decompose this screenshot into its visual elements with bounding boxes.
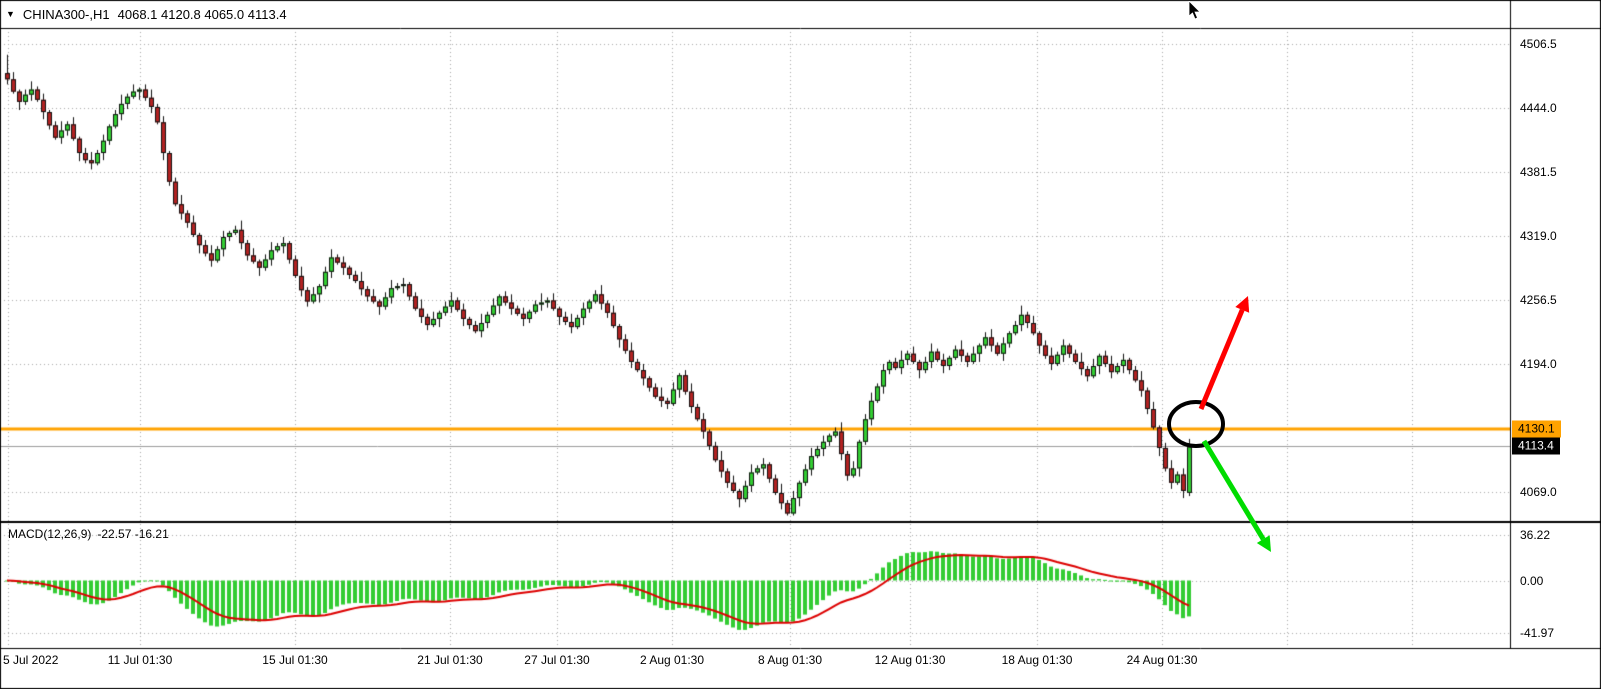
price-axis-label: 4444.0 — [1520, 100, 1557, 115]
time-axis-label: 5 Jul 2022 — [3, 653, 59, 667]
macd-axis-label: -41.97 — [1520, 625, 1555, 640]
time-axis-label: 18 Aug 01:30 — [1001, 653, 1073, 667]
price-axis-label: 4069.0 — [1520, 484, 1557, 499]
macd-indicator-values: -22.57 -16.21 — [97, 527, 169, 541]
macd-axis-label: 0.00 — [1520, 573, 1544, 588]
price-axis-label: 4506.5 — [1520, 36, 1557, 51]
hline-price-badge: 4130.1 — [1512, 420, 1561, 438]
ohlc-readout: 4068.1 4120.8 4065.0 4113.4 — [117, 7, 287, 22]
time-axis-label: 27 Jul 01:30 — [524, 653, 590, 667]
time-axis-label: 12 Aug 01:30 — [874, 653, 946, 667]
time-axis-label: 11 Jul 01:30 — [107, 653, 173, 667]
time-axis-label: 8 Aug 01:30 — [757, 653, 823, 667]
symbol-timeframe-label: CHINA300-,H1 — [22, 7, 110, 22]
time-axis-label: 21 Jul 01:30 — [417, 653, 483, 667]
price-axis-label: 4319.0 — [1520, 228, 1557, 243]
macd-indicator-label: MACD(12,26,9) -22.57 -16.21 — [8, 527, 175, 541]
price-axis-label: 4381.5 — [1520, 164, 1557, 179]
price-axis-label: 4256.5 — [1520, 292, 1557, 307]
macd-indicator-name: MACD(12,26,9) — [8, 527, 92, 541]
time-axis-label: 15 Jul 01:30 — [262, 653, 328, 667]
bid-price-badge: 4113.4 — [1512, 437, 1560, 455]
time-axis-label: 2 Aug 01:30 — [639, 653, 705, 667]
price-axis-label: 4194.0 — [1520, 356, 1557, 371]
chart-menu-dropdown-icon[interactable]: ▼ — [6, 9, 15, 19]
macd-axis-label: 36.22 — [1520, 528, 1551, 543]
time-axis-label: 24 Aug 01:30 — [1126, 653, 1198, 667]
chart-title-bar: ▼ CHINA300-,H1 4068.1 4120.8 4065.0 4113… — [6, 7, 287, 22]
